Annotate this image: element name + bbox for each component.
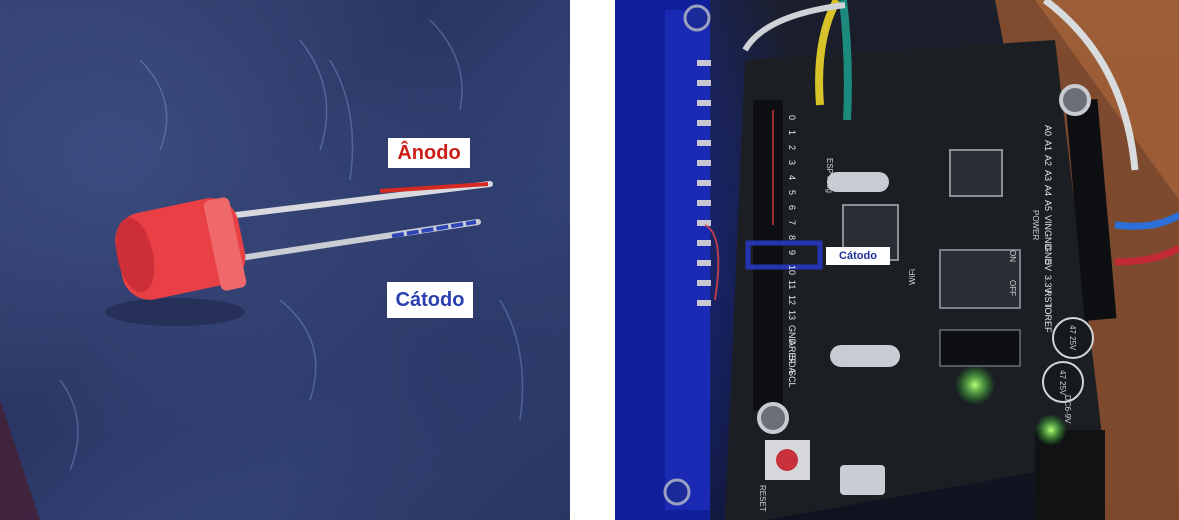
- anode-marker-line: [379, 182, 489, 193]
- pin-label-3: 3: [787, 160, 797, 165]
- power-header: [1065, 99, 1117, 321]
- lcd-screw-top: [683, 4, 711, 32]
- lcd-screw-bottom: [663, 478, 691, 506]
- gray-wire-left: [742, 2, 846, 52]
- led-scene: [0, 19, 524, 520]
- power-label-7: GND: [1043, 230, 1053, 251]
- standoff-top: [1059, 84, 1091, 116]
- anode-label: Ânodo: [388, 138, 470, 168]
- status-led-glow: [955, 365, 995, 405]
- board-text-3: 47 25V: [1068, 325, 1077, 351]
- pin-label-1: 1: [787, 130, 797, 135]
- white-wire: [1042, 0, 1139, 171]
- standoff-bottom: [757, 402, 789, 434]
- pin-label-6: 6: [787, 205, 797, 210]
- board-cathode-label: Cátodo: [826, 247, 890, 265]
- teal-wire: [839, 0, 852, 121]
- board-text-8: POWER: [1031, 210, 1040, 240]
- board-text-7: OFF: [1008, 280, 1017, 296]
- board-text-5: DC6-9V: [1063, 395, 1072, 424]
- board-text-1: WiFi: [908, 269, 917, 285]
- led-shadow: [105, 298, 245, 326]
- reset-button-cap: [776, 449, 798, 471]
- power-label-5: A5: [1043, 200, 1053, 211]
- crystal-bottom: [830, 345, 900, 367]
- capacitor-bottom: [1042, 361, 1084, 403]
- led-anode-leg: [233, 181, 493, 218]
- board-text-4: 47 25V: [1058, 370, 1067, 396]
- pin-label-8: 8: [787, 235, 797, 240]
- power-label-2: A2: [1043, 155, 1053, 166]
- pin-label-14: GND: [787, 325, 797, 346]
- esp-module: [939, 249, 1021, 309]
- power-label-1: A1: [1043, 140, 1053, 151]
- pin-label-5: 5: [787, 190, 797, 195]
- board-scene: 012345678910111213GNDAREFSDASCLA0A1A2A3A…: [615, 0, 1179, 520]
- pin-label-9: 9: [787, 250, 797, 255]
- pin-label-13: 13: [787, 310, 797, 320]
- board-text-6: ON: [1008, 250, 1017, 262]
- power-label-4: A4: [1043, 185, 1053, 196]
- pin-label-4: 4: [787, 175, 797, 180]
- led-flange: [203, 197, 247, 291]
- digital-header: [753, 100, 783, 410]
- blue-wire: [1114, 211, 1179, 230]
- pin-label-10: 10: [787, 265, 797, 275]
- pin-label-16: SDA: [787, 355, 797, 374]
- board-text-0: RESET: [758, 485, 767, 512]
- board-photo: 0 1 2 3 4 5 6 7 8 9 10 11 12 13 GND AREF SDA SCL A0 A1 A2 A3 A…: [615, 0, 1179, 520]
- power-label-9: 5V: [1043, 260, 1053, 271]
- pin-label-11: 11: [787, 280, 797, 289]
- power-led-glow: [1035, 414, 1067, 446]
- power-label-12: IOREF: [1043, 305, 1053, 333]
- pin-label-17: SCL: [787, 370, 797, 388]
- micro-usb-port: [840, 465, 885, 495]
- usb-chip: [949, 149, 1003, 197]
- led-lens: [115, 217, 155, 293]
- power-label-0: A0: [1043, 125, 1053, 136]
- fabric-texture: [59, 19, 524, 471]
- power-label-11: RST: [1043, 290, 1053, 309]
- led-photo: Ânodo Cátodo: [0, 0, 570, 520]
- pin-label-15: AREF: [787, 340, 797, 365]
- board-text-2: ESP Prog: [825, 158, 834, 193]
- wood-highlight: [1035, 0, 1179, 200]
- crystal-top: [827, 172, 889, 192]
- power-label-10: 3.3V: [1043, 275, 1053, 294]
- board-pcb: [725, 40, 1105, 520]
- power-label-6: VIN: [1043, 215, 1053, 230]
- pin-highlight-box: [745, 240, 823, 270]
- power-label-8: GND: [1043, 245, 1053, 266]
- red-wire: [1114, 244, 1179, 266]
- pin-label-0: 0: [787, 115, 797, 120]
- fabric-corner: [0, 400, 40, 520]
- pin-label-12: 12: [787, 295, 797, 305]
- pin-label-7: 7: [787, 220, 797, 225]
- capacitor-top: [1052, 317, 1094, 359]
- cathode-marker-line: [391, 220, 477, 238]
- pin-label-2: 2: [787, 145, 797, 150]
- power-label-3: A3: [1043, 170, 1053, 181]
- cathode-label: Cátodo: [387, 282, 473, 318]
- red-reflection: [704, 224, 720, 301]
- dip-switch: [939, 329, 1021, 367]
- lcd-pins: [697, 60, 711, 306]
